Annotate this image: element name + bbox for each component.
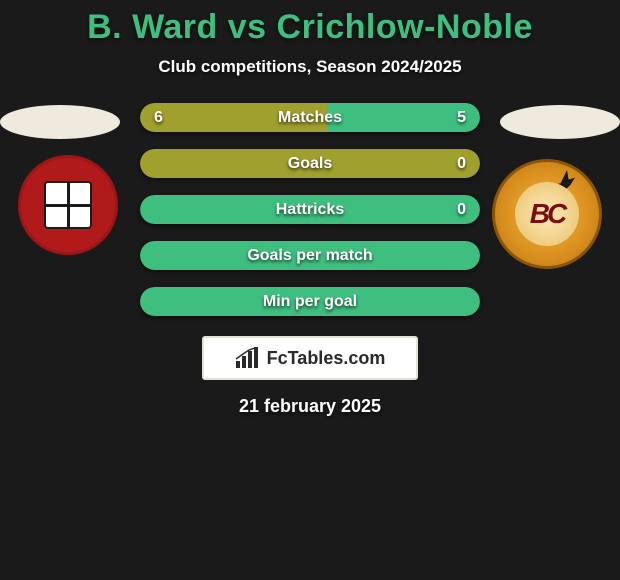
club-crest-right: BC <box>492 159 602 269</box>
bar-label: Min per goal <box>263 293 357 311</box>
stat-bars: 6 5 Matches 0 Goals 0 Hattricks Goals per match… <box>140 103 480 316</box>
footer-date: 21 february 2025 <box>0 396 620 417</box>
stat-bar: Goals per match <box>140 241 480 270</box>
player-right-avatar-placeholder <box>500 105 620 139</box>
comparison-subtitle: Club competitions, Season 2024/2025 <box>0 57 620 77</box>
bar-value-right: 5 <box>457 109 466 127</box>
bar-label: Matches <box>278 109 342 127</box>
player-left-avatar-placeholder <box>0 105 120 139</box>
stat-bar: 0 Hattricks <box>140 195 480 224</box>
bar-value-left: 6 <box>154 109 163 127</box>
bar-label: Hattricks <box>276 201 344 219</box>
brand-box: FcTables.com <box>202 336 418 380</box>
club-crest-left <box>18 155 118 255</box>
comparison-title: B. Ward vs Crichlow-Noble <box>0 0 620 47</box>
compare-area: BC 6 5 Matches 0 Goals 0 Hattricks Goals per ma… <box>0 103 620 316</box>
bar-label: Goals per match <box>247 247 372 265</box>
brand-text: FcTables.com <box>267 348 386 369</box>
bar-label: Goals <box>288 155 332 173</box>
stat-bar: 6 5 Matches <box>140 103 480 132</box>
stat-bar: 0 Goals <box>140 149 480 178</box>
bars-icon <box>235 347 261 369</box>
bar-value-right: 0 <box>457 201 466 219</box>
club-crest-right-text: BC <box>515 182 579 246</box>
stat-bar: Min per goal <box>140 287 480 316</box>
bar-value-right: 0 <box>457 155 466 173</box>
